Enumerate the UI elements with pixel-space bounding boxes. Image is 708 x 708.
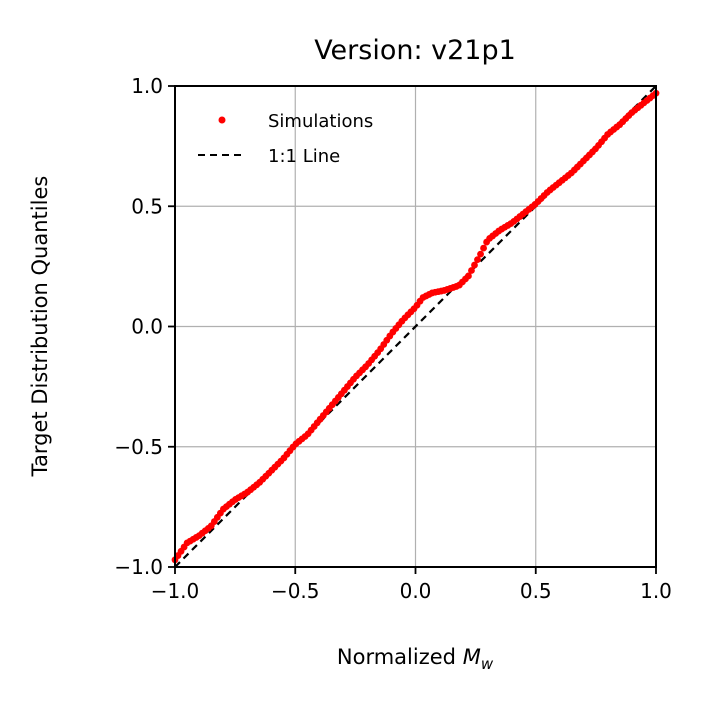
simulation-point [477,250,484,258]
x-tick-label: −0.5 [271,579,320,603]
y-tick-label: −0.5 [114,435,163,459]
x-tick-label: −1.0 [151,579,200,603]
y-tick-label: −1.0 [114,555,163,579]
x-axis-label-math: M [463,645,481,669]
simulation-point [480,244,487,252]
x-axis-ticks: −1.0 −0.5 0.0 0.5 1.0 [151,567,672,603]
x-tick-label: 0.0 [400,579,432,603]
legend-simulations-label: Simulations [268,111,373,132]
simulation-point [471,261,478,269]
chart-title: Version: v21p1 [314,35,516,66]
y-axis-label: Target Distribution Quantiles [28,176,52,478]
x-axis-label-text: Normalized [337,645,456,669]
x-axis-label-subscript: w [481,655,494,673]
y-tick-label: 0.0 [131,315,163,339]
simulation-point [474,256,481,264]
simulation-points [171,89,660,564]
y-tick-label: 1.0 [131,74,163,98]
legend-one-to-one-label: 1:1 Line [268,146,340,167]
simulation-point [465,272,472,280]
legend-simulations-marker [218,116,226,124]
y-tick-label: 0.5 [131,194,163,218]
legend: Simulations 1:1 Line [198,111,373,167]
x-tick-label: 0.5 [520,579,552,603]
simulation-point [468,267,475,274]
x-tick-label: 1.0 [640,579,672,603]
y-axis-ticks: −1.0 −0.5 0.0 0.5 1.0 [114,74,175,579]
x-axis-label: Normalized Mw [337,645,494,673]
